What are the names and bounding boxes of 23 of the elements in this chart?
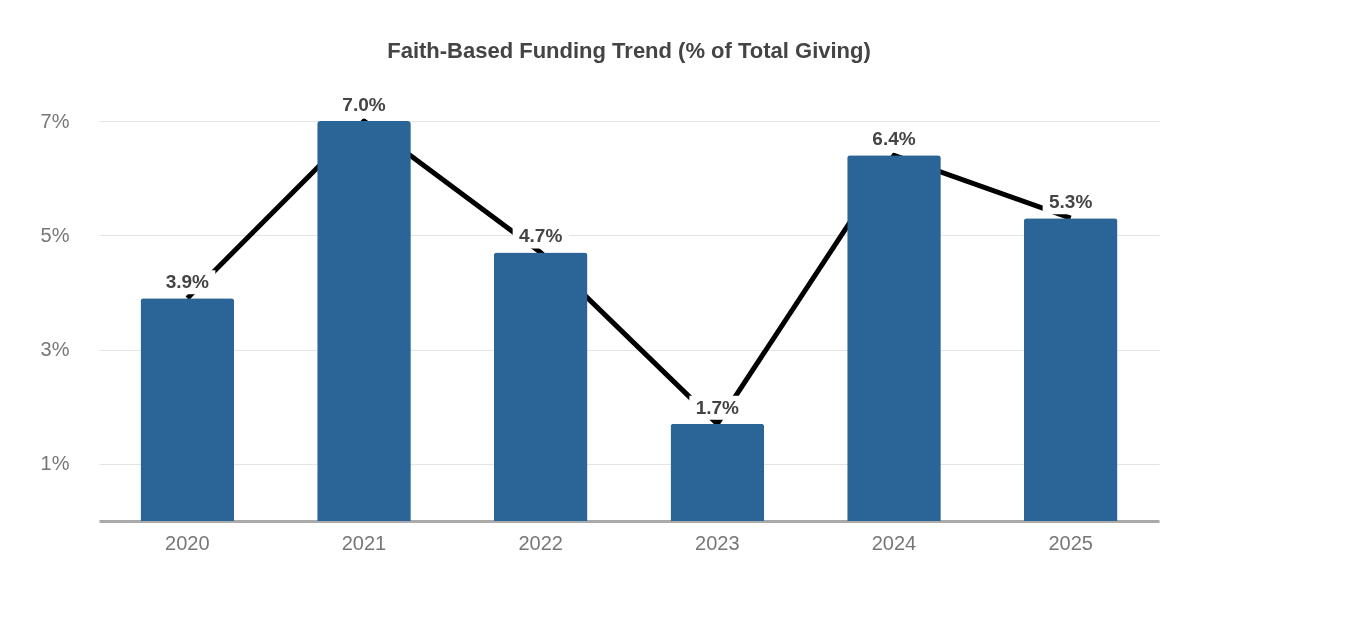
bar [1023, 218, 1118, 521]
x-tick-label: 2023 [695, 531, 740, 554]
data-label: 7.0% [342, 94, 386, 115]
data-label: 4.7% [519, 225, 563, 247]
x-tick-label: 2022 [518, 531, 563, 554]
chart-title: Faith-Based Funding Trend (% of Total Giving) [387, 38, 871, 63]
bar [847, 155, 941, 521]
x-tick-label: 2025 [1048, 531, 1093, 554]
bar [140, 298, 235, 521]
data-label: 5.3% [1049, 191, 1093, 213]
y-tick-label: 5% [40, 223, 70, 246]
data-label: 6.4% [872, 128, 916, 150]
bar [317, 121, 411, 521]
x-tick-label: 2024 [871, 531, 917, 554]
y-tick-label: 1% [40, 452, 70, 475]
x-tick-label: 2021 [341, 531, 387, 554]
x-tick-label: 2020 [165, 531, 210, 554]
data-label: 1.7% [695, 396, 740, 418]
y-tick-label: 3% [40, 338, 70, 361]
y-tick-label: 7% [40, 109, 70, 132]
data-label: 3.9% [165, 271, 210, 293]
bar [670, 423, 765, 521]
bar [493, 252, 588, 521]
